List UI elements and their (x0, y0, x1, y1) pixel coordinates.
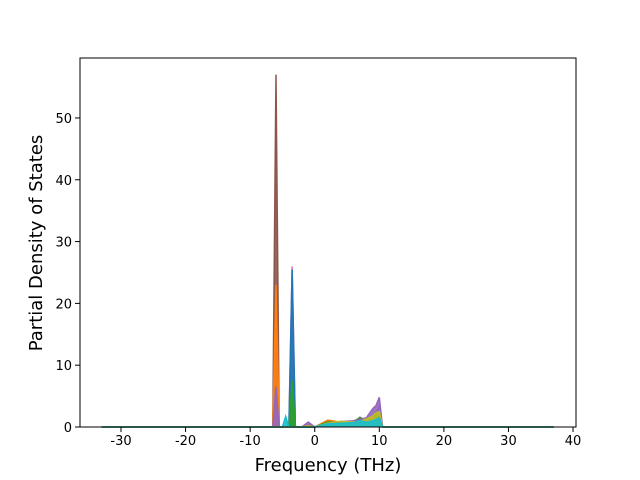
y-tick-label: 50 (55, 112, 72, 127)
series-line (101, 266, 554, 428)
area-fill (101, 266, 554, 427)
x-axis-label: Frequency (THz) (255, 455, 402, 476)
area-fill (101, 416, 554, 427)
y-tick-label: 30 (55, 236, 72, 251)
series-line (101, 74, 554, 428)
series-line (101, 269, 554, 428)
x-tick-label: 30 (500, 434, 517, 449)
area-fill (101, 74, 554, 427)
area-fill (101, 269, 554, 427)
y-tick-label: 40 (55, 174, 72, 189)
x-tick-label: 0 (311, 434, 319, 449)
x-tick-label: 10 (371, 434, 388, 449)
y-axis-label: Partial Density of States (26, 135, 47, 352)
area-fill (101, 284, 554, 427)
series-line (101, 284, 554, 428)
y-tick-label: 10 (55, 359, 72, 374)
x-tick-label: -20 (175, 434, 196, 449)
x-tick-label: -30 (110, 434, 131, 449)
x-tick-label: -10 (240, 434, 261, 449)
plot-frame (79, 57, 577, 428)
y-tick-label: 0 (64, 421, 72, 436)
x-tick-label: 20 (436, 434, 453, 449)
y-tick-label: 20 (55, 297, 72, 312)
x-tick-label: 40 (565, 434, 582, 449)
series-line (101, 386, 554, 428)
